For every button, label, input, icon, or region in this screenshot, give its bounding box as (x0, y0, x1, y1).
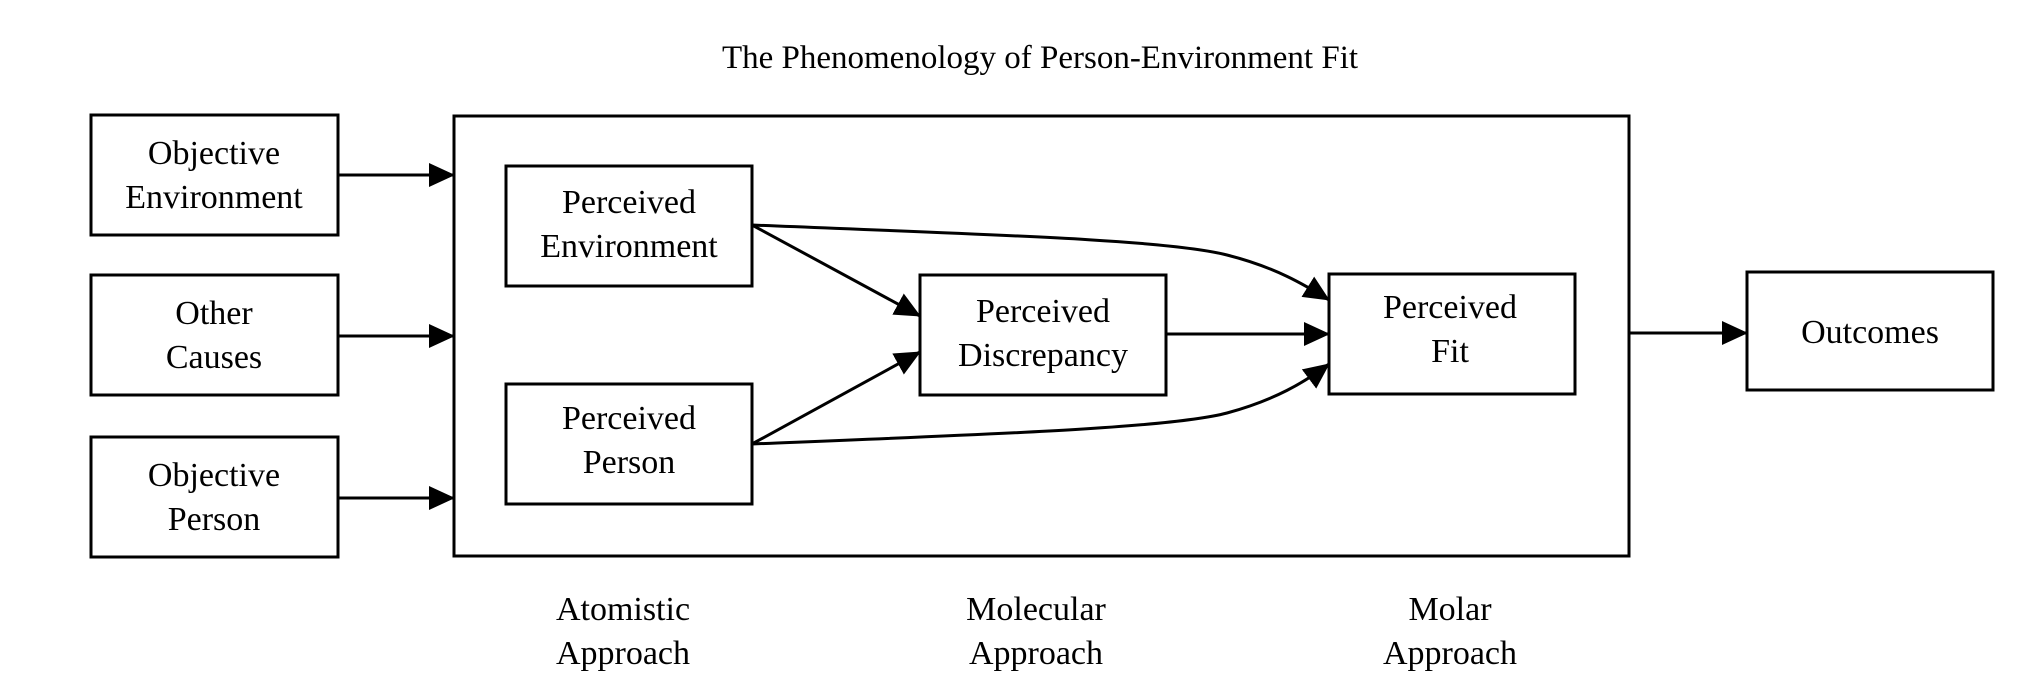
node-outcomes-label: Outcomes (1801, 314, 1939, 351)
label-molar-line2: Approach (1383, 635, 1517, 672)
node-perceived-environment: Perceived Environment (504, 164, 754, 288)
label-molecular-line2: Approach (969, 635, 1103, 672)
label-atomistic-line1: Atomistic (556, 591, 690, 628)
node-objective-person-line2: Person (168, 501, 261, 538)
edge-perceived-environment-to-fit (751, 223, 1330, 302)
node-objective-environment-line1: Objective (148, 135, 280, 172)
node-perceived-environment-line1: Perceived (562, 184, 696, 221)
node-perceived-fit-line1: Perceived (1383, 289, 1517, 326)
node-perceived-person-line1: Perceived (562, 400, 696, 437)
node-perceived-discrepancy-line2: Discrepancy (958, 337, 1128, 374)
node-other-causes-line2: Causes (166, 339, 262, 376)
label-atomistic-line2: Approach (556, 635, 690, 672)
node-perceived-person-line2: Person (583, 444, 676, 481)
node-outcomes: Outcomes (1745, 270, 1995, 392)
node-perceived-environment-line2: Environment (540, 228, 718, 265)
node-other-causes: Other Causes (89, 273, 340, 397)
edge-perceived-person-to-discrepancy (751, 350, 921, 446)
node-perceived-person: Perceived Person (504, 382, 754, 506)
node-perceived-discrepancy: Perceived Discrepancy (918, 273, 1168, 397)
node-other-causes-line1: Other (175, 295, 253, 332)
label-molecular-approach: Molecular Approach (966, 591, 1106, 672)
label-atomistic-approach: Atomistic Approach (556, 591, 690, 672)
edge-perceived-person-to-fit (751, 362, 1330, 446)
node-perceived-fit: Perceived Fit (1327, 272, 1577, 396)
diagram-title: The Phenomenology of Person-Environment … (722, 40, 1358, 76)
label-molar-approach: Molar Approach (1383, 591, 1517, 672)
label-molecular-line1: Molecular (966, 591, 1106, 628)
node-objective-environment-line2: Environment (125, 179, 303, 216)
edge-perceived-environment-to-discrepancy (751, 223, 921, 318)
node-objective-environment: Objective Environment (89, 113, 340, 237)
node-perceived-fit-line2: Fit (1431, 333, 1469, 370)
node-objective-person-line1: Objective (148, 457, 280, 494)
node-objective-person: Objective Person (89, 435, 340, 559)
label-molar-line1: Molar (1408, 591, 1492, 628)
node-perceived-discrepancy-line1: Perceived (976, 293, 1110, 330)
